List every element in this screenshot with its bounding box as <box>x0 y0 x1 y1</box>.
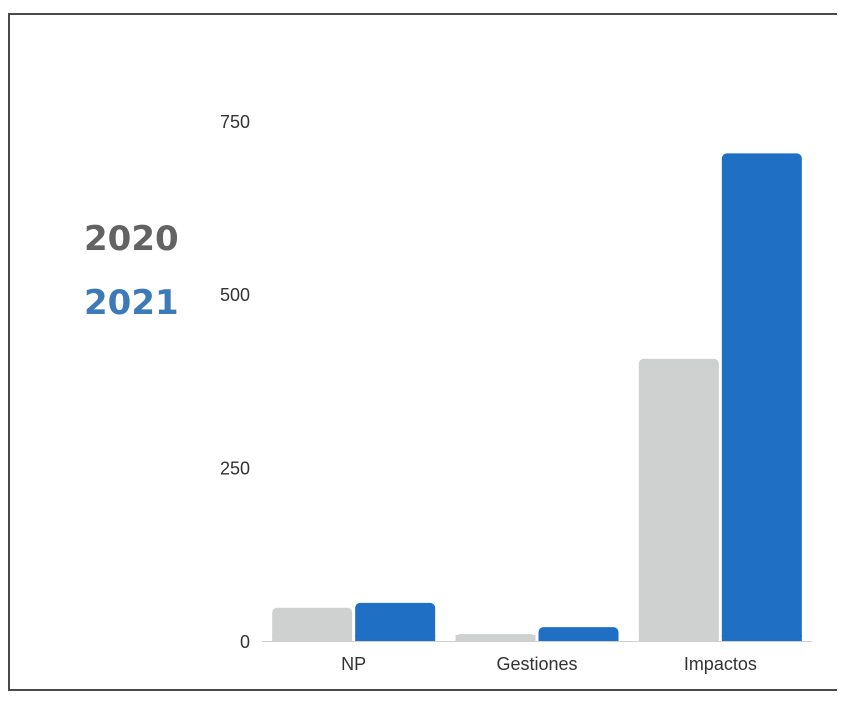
x-tick-label: Gestiones <box>496 654 577 674</box>
legend-item-2021: 2021 <box>84 283 179 323</box>
bar-base-2020-gestiones <box>455 635 536 641</box>
y-tick-label: 750 <box>220 112 250 132</box>
y-tick-label: 500 <box>220 285 250 305</box>
bar-base-2021-impactos <box>721 635 802 641</box>
bar-base-2020-impactos <box>638 635 719 641</box>
bar-base-2021-np <box>355 635 436 641</box>
bar-2021-impactos <box>721 153 802 641</box>
bar-2020-impactos <box>638 358 719 641</box>
bar-base-2020-np <box>272 635 353 641</box>
bar-2020-np <box>272 607 353 641</box>
x-tick-label: Impactos <box>684 654 757 674</box>
legend-item-2020: 2020 <box>84 219 179 259</box>
y-tick-label: 0 <box>240 632 250 652</box>
y-tick-label: 250 <box>220 459 250 479</box>
bar-2021-np <box>355 602 436 641</box>
chart-legend: 2020 2021 <box>84 222 179 350</box>
bar-base-2021-gestiones <box>538 635 619 641</box>
x-tick-label: NP <box>341 654 366 674</box>
